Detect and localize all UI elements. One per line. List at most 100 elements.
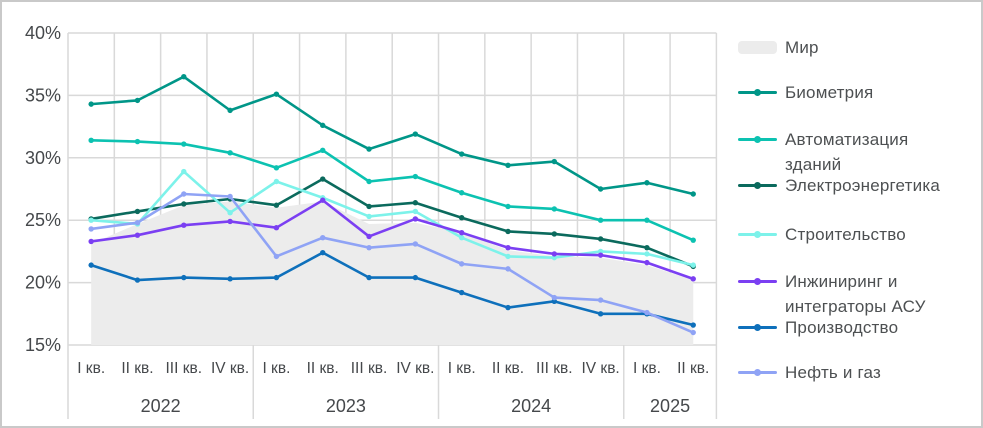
x-tick-label: IV кв.	[211, 360, 249, 377]
x-tick-label: I кв.	[77, 360, 105, 377]
data-point	[412, 216, 419, 222]
data-point	[690, 276, 696, 282]
data-point	[412, 131, 419, 137]
data-point	[644, 309, 650, 316]
y-tick-label: 30%	[25, 148, 61, 168]
line-swatch-icon	[738, 173, 777, 198]
data-point	[134, 277, 141, 283]
data-point	[551, 298, 557, 305]
legend-label: Строительство	[785, 225, 906, 244]
data-point	[134, 232, 141, 238]
data-point	[181, 141, 187, 147]
series-line-Инжиниринг и интеграторы АСУ	[88, 197, 696, 282]
data-point	[644, 259, 650, 266]
data-point	[181, 274, 187, 281]
legend-label: Производство	[785, 318, 899, 337]
data-point	[88, 226, 94, 232]
data-point	[181, 168, 187, 175]
x-tick-label: IV кв.	[581, 360, 619, 377]
data-point	[505, 304, 511, 311]
x-tick-label: I кв.	[262, 360, 290, 377]
data-point	[551, 158, 557, 165]
x-tick-label: IV кв.	[396, 360, 434, 377]
data-point	[88, 217, 94, 223]
data-point	[597, 297, 604, 303]
data-point	[458, 261, 465, 267]
legend-item-5: Строительство	[738, 222, 963, 247]
legend-label: Мир	[785, 38, 819, 57]
data-point	[181, 73, 187, 80]
legend-item-3: Автоматизация зданий	[738, 127, 963, 177]
series-line-Строительство	[88, 168, 696, 268]
data-point	[88, 262, 94, 268]
y-tick-label: 35%	[25, 85, 61, 105]
data-point	[412, 200, 419, 206]
data-point	[644, 244, 650, 251]
data-point	[366, 244, 372, 251]
x-tick-label: I кв.	[448, 360, 476, 377]
data-point	[597, 217, 604, 223]
data-point	[551, 231, 557, 237]
data-point	[412, 241, 419, 247]
legend-label: Инжиниринг и интеграторы АСУ	[785, 272, 926, 316]
data-point	[366, 178, 372, 185]
data-point	[134, 219, 141, 226]
data-point	[551, 206, 557, 212]
data-point	[181, 191, 187, 197]
data-point	[690, 237, 696, 243]
line-swatch-icon	[738, 80, 777, 105]
y-tick-label: 25%	[25, 210, 61, 230]
data-point	[551, 254, 557, 261]
x-tick-label: I кв.	[633, 360, 661, 377]
data-point	[227, 193, 233, 200]
legend-label: Нефть и газ	[785, 363, 882, 382]
data-point	[320, 234, 326, 241]
data-point	[458, 229, 465, 236]
data-point	[458, 190, 465, 196]
data-point	[227, 150, 233, 156]
data-point	[273, 178, 280, 185]
y-tick-label: 20%	[25, 273, 61, 293]
data-point	[690, 191, 696, 197]
data-point	[551, 251, 557, 257]
data-point	[690, 329, 696, 336]
legend-item-4: Электроэнергетика	[738, 173, 963, 198]
line-swatch-icon	[738, 222, 777, 247]
data-point	[505, 228, 511, 235]
legend-item-6: Инжиниринг и интеграторы АСУ	[738, 269, 963, 319]
year-label: 2023	[326, 396, 366, 416]
data-point	[181, 222, 187, 228]
line-swatch-icon	[738, 269, 777, 294]
data-point	[644, 251, 650, 257]
data-point	[505, 244, 511, 251]
data-point	[320, 197, 326, 203]
data-point	[458, 234, 465, 241]
area-swatch-icon	[738, 35, 777, 60]
legend-label: Электроэнергетика	[785, 176, 940, 195]
line-swatch-icon	[738, 127, 777, 152]
data-point	[273, 253, 280, 260]
data-point	[134, 208, 141, 215]
data-point	[366, 203, 372, 210]
year-label: 2024	[511, 396, 551, 416]
x-tick-label: III кв.	[351, 360, 388, 377]
data-point	[181, 201, 187, 207]
data-point	[88, 238, 94, 245]
line-swatch-icon	[738, 360, 777, 385]
data-point	[366, 146, 372, 152]
x-tick-label: II кв.	[121, 360, 153, 377]
data-point	[88, 137, 94, 144]
data-point	[690, 322, 696, 328]
data-point	[88, 101, 94, 107]
x-tick-label: II кв.	[677, 360, 709, 377]
series-line-Производство	[88, 249, 696, 328]
legend-label: Биометрия	[785, 83, 874, 102]
data-point	[412, 173, 419, 180]
year-label: 2025	[650, 396, 690, 416]
y-tick-label: 40%	[25, 23, 61, 43]
legend-item-2: Биометрия	[738, 80, 963, 105]
data-point	[505, 203, 511, 210]
data-point	[597, 252, 604, 258]
